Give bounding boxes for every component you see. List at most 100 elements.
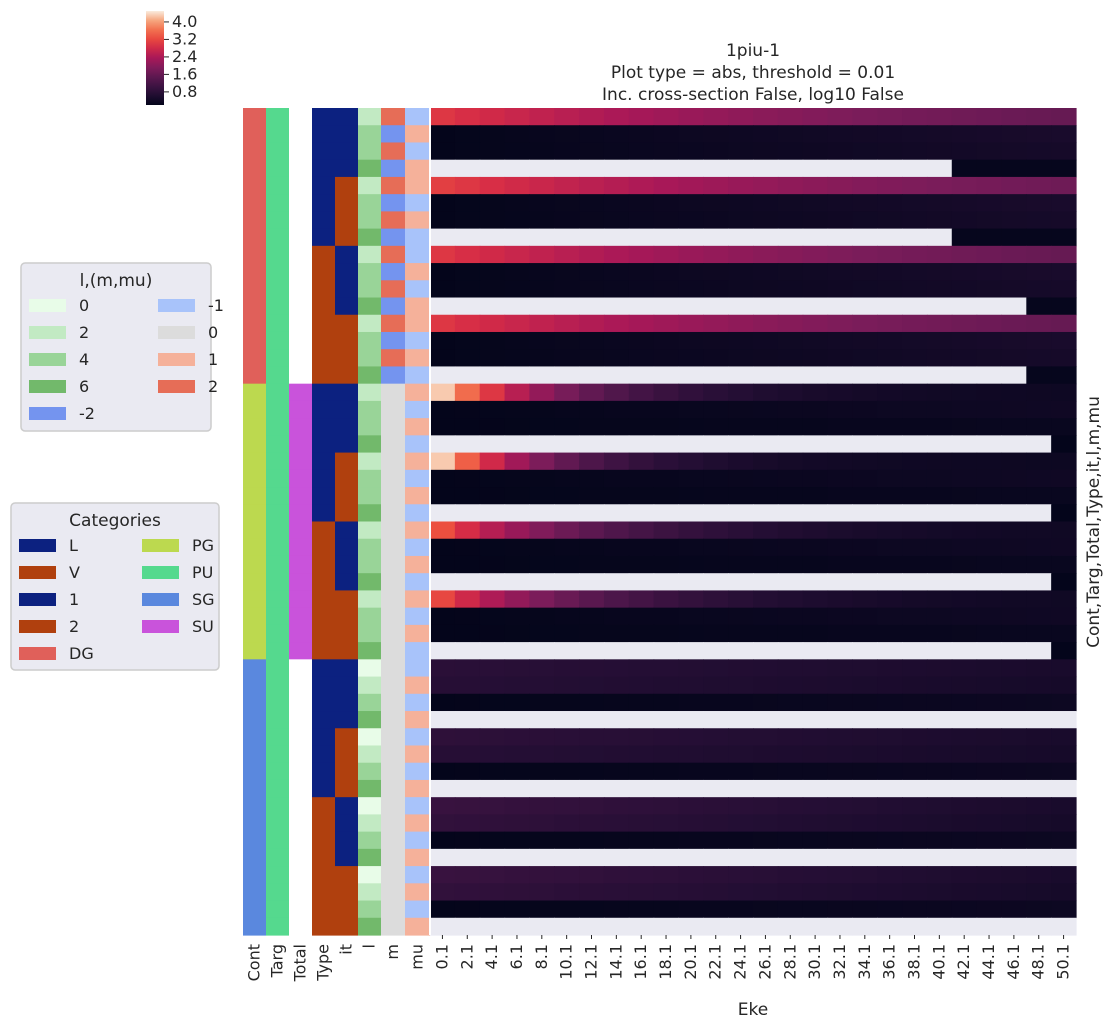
annotation-cell-mu (405, 400, 430, 419)
heatmap-cells (430, 108, 1077, 936)
heatmap-cell (753, 883, 779, 902)
legend-label: DG (69, 644, 94, 663)
heatmap-cell (827, 797, 853, 815)
heatmap-cell (753, 590, 779, 609)
annotation-cell-mu (405, 211, 430, 230)
heatmap-cell (1051, 900, 1077, 919)
heatmap-cell (777, 676, 804, 695)
heatmap-cell (1026, 194, 1052, 212)
heatmap-cell (976, 762, 1003, 781)
heatmap-cell (653, 176, 680, 195)
heatmap-cell (579, 831, 605, 850)
heatmap-cell (926, 762, 953, 781)
heatmap-cell (1026, 900, 1052, 919)
heatmap-cell (877, 418, 903, 436)
heatmap-cell (554, 297, 580, 316)
heatmap-cell (827, 280, 853, 299)
heatmap-cell (802, 228, 829, 247)
annotation-cell-mu (405, 487, 430, 505)
heatmap-cell (852, 573, 878, 592)
heatmap-cell (479, 125, 506, 144)
heatmap-cell (1026, 779, 1052, 798)
heatmap-cell (579, 538, 605, 557)
annotation-cell-type (312, 779, 335, 798)
heatmap-cell (777, 590, 804, 609)
heatmap-cell (777, 831, 804, 850)
heatmap-cell (852, 676, 878, 695)
heatmap-cell (728, 659, 754, 678)
annotation-cell-targ (266, 711, 289, 729)
heatmap-cell (1001, 573, 1027, 592)
heatmap-cell (852, 762, 878, 781)
heatmap-cell (753, 211, 779, 230)
heatmap-cell (579, 659, 605, 678)
x-tick-label: 40.1 (929, 944, 948, 980)
annotation-cell-targ (266, 469, 289, 488)
heatmap-cell (653, 125, 680, 144)
heatmap-cell (877, 280, 903, 299)
heatmap-cell (777, 814, 804, 833)
heatmap-cell (777, 607, 804, 626)
annotation-cell-targ (266, 331, 289, 350)
heatmap-cell (430, 211, 456, 230)
heatmap-cell (902, 676, 928, 695)
annotation-cell-it (335, 452, 358, 471)
heatmap-cell (653, 297, 680, 316)
heatmap-cell (777, 779, 804, 798)
heatmap-cell (603, 383, 630, 402)
annotation-cell-l (358, 831, 381, 850)
heatmap-cell (504, 125, 530, 144)
heatmap-cell (852, 125, 878, 144)
heatmap-cell (827, 762, 853, 781)
heatmap-cell (603, 228, 630, 247)
heatmap-cell (504, 280, 530, 299)
annotation-cell-type (312, 659, 335, 678)
heatmap-cell (529, 331, 555, 350)
legend-swatch (19, 620, 56, 633)
heatmap-cell (877, 159, 903, 178)
heatmap-cell (579, 917, 605, 936)
heatmap-cell (504, 848, 530, 867)
heatmap-cell (926, 452, 953, 471)
annotation-cell-mu (405, 314, 430, 333)
annotation-cell-m (381, 590, 405, 609)
annotation-cell-mu (405, 538, 430, 557)
heatmap-cell (877, 366, 903, 385)
annotation-cell-it (335, 642, 358, 660)
heatmap-cell (802, 487, 829, 505)
heatmap-cell (628, 125, 655, 144)
annotation-cell-cont (243, 349, 266, 368)
heatmap-cell (926, 607, 953, 626)
annotation-cell-cont (243, 779, 266, 798)
heatmap-cell (653, 383, 680, 402)
heatmap-cell (529, 263, 555, 281)
heatmap-cell (827, 779, 853, 798)
heatmap-cell (877, 831, 903, 850)
heatmap-cell (678, 469, 704, 488)
legend-swatch (29, 353, 66, 366)
heatmap-cell (1026, 383, 1052, 402)
heatmap-cell (703, 314, 729, 333)
heatmap-cell (1026, 659, 1052, 678)
heatmap-cell (603, 831, 630, 850)
heatmap-cell (579, 762, 605, 781)
heatmap-cell (877, 469, 903, 488)
heatmap-cell (628, 263, 655, 281)
heatmap-cell (454, 573, 481, 592)
annotation-cell-l (358, 245, 381, 264)
heatmap-cell (504, 831, 530, 850)
heatmap-cell (504, 263, 530, 281)
heatmap-cell (1051, 280, 1077, 299)
annotation-cell-mu (405, 642, 430, 660)
annotation-cell-type (312, 745, 335, 764)
annotation-cell-type (312, 228, 335, 247)
annotation-cell-type (312, 797, 335, 815)
annotation-cell-total (289, 917, 312, 936)
heatmap-cell (1001, 452, 1027, 471)
annotation-cell-m (381, 745, 405, 764)
heatmap-cell (529, 418, 555, 436)
heatmap-cell (479, 487, 506, 505)
colorbar-tick-label: 1.6 (172, 64, 197, 83)
heatmap-cell (430, 676, 456, 695)
heatmap-cell (753, 452, 779, 471)
